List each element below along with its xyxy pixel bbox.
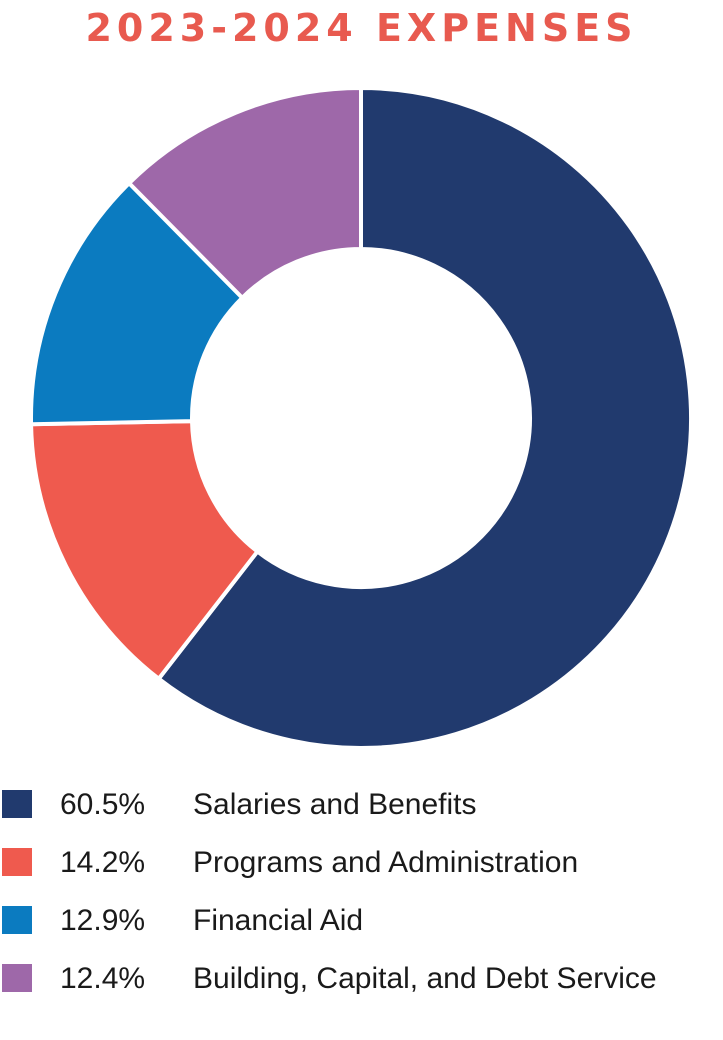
legend-item-salaries: 60.5% Salaries and Benefits bbox=[0, 783, 723, 827]
slice-financial-aid bbox=[29, 180, 246, 427]
chart-title: 2023-2024 EXPENSES bbox=[85, 6, 638, 50]
legend-label: Building, Capital, and Debt Service bbox=[193, 962, 657, 995]
donut-chart bbox=[29, 85, 693, 750]
legend-swatch bbox=[2, 906, 32, 934]
legend-label: Salaries and Benefits bbox=[193, 788, 477, 821]
legend-item-building: 12.4% Building, Capital, and Debt Servic… bbox=[0, 957, 723, 1001]
legend-label: Programs and Administration bbox=[193, 846, 579, 879]
legend-item-financial-aid: 12.9% Financial Aid bbox=[0, 899, 723, 943]
legend-item-programs: 14.2% Programs and Administration bbox=[0, 841, 723, 885]
legend-swatch bbox=[2, 790, 32, 818]
slice-building bbox=[126, 85, 363, 301]
legend-percent: 60.5% bbox=[60, 788, 146, 821]
legend-swatch bbox=[2, 848, 32, 876]
slice-programs bbox=[29, 419, 261, 682]
legend-percent: 12.9% bbox=[60, 904, 146, 937]
legend-percent: 12.4% bbox=[60, 962, 146, 995]
legend-label: Financial Aid bbox=[193, 904, 364, 937]
legend-swatch bbox=[2, 964, 32, 992]
legend-percent: 14.2% bbox=[60, 846, 146, 879]
slice-salaries bbox=[155, 85, 693, 750]
